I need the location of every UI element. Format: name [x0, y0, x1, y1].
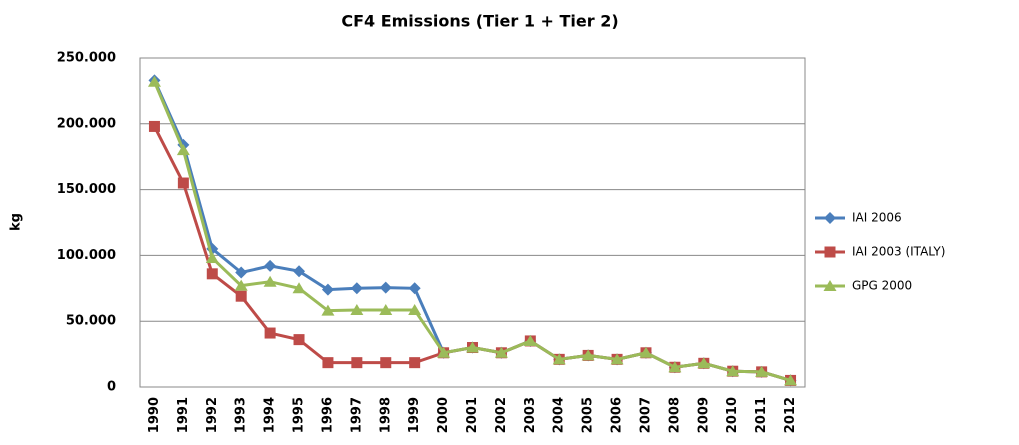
point: [552, 353, 566, 365]
point: [293, 265, 306, 278]
point: [726, 365, 740, 377]
x-tick-label: 2006: [610, 397, 625, 433]
point: [610, 353, 624, 365]
legend-label: GPG 2000: [852, 279, 912, 293]
point: [264, 259, 277, 272]
point: [668, 361, 682, 373]
x-tick-label: 1996: [320, 397, 335, 433]
point: [321, 283, 334, 296]
x-tick-label: 1999: [407, 397, 422, 433]
point: [581, 349, 595, 361]
legend-label: IAI 2006: [852, 211, 902, 225]
point: [206, 268, 218, 280]
x-tick-label: 2005: [581, 397, 596, 433]
point: [380, 357, 392, 369]
point: [293, 334, 305, 346]
x-tick-label: 2004: [552, 397, 567, 433]
y-tick-label: 0: [107, 380, 116, 395]
point: [523, 334, 537, 346]
legend-label: IAI 2003 (ITALY): [852, 245, 945, 259]
x-tick-label: 2010: [725, 397, 740, 433]
y-tick-label: 150.000: [57, 182, 116, 197]
point: [494, 346, 508, 358]
point: [823, 280, 837, 291]
x-tick-label: 2011: [754, 397, 769, 433]
point: [408, 304, 422, 316]
point: [379, 281, 392, 294]
point: [263, 275, 277, 287]
point: [148, 120, 160, 132]
y-tick-label: 50.000: [66, 314, 116, 329]
point: [824, 246, 836, 258]
y-axis-title: kg: [9, 213, 24, 231]
x-tick-label: 1992: [205, 397, 220, 433]
point: [409, 357, 421, 369]
point: [466, 341, 479, 353]
x-tick-label: 1994: [263, 397, 278, 433]
x-tick-label: 1995: [292, 397, 307, 433]
point: [351, 357, 363, 369]
point: [147, 75, 161, 87]
point: [639, 346, 653, 358]
x-tick-label: 2001: [465, 397, 480, 433]
x-tick-label: 2009: [696, 397, 711, 433]
point: [235, 266, 248, 279]
point: [177, 177, 189, 189]
x-tick-label: 1991: [176, 397, 191, 433]
plot-border: [139, 57, 806, 388]
point: [205, 252, 219, 264]
point: [408, 282, 421, 295]
point: [379, 304, 393, 316]
x-tick-label: 2002: [494, 397, 509, 433]
x-tick-label: 1990: [147, 397, 162, 433]
point: [292, 282, 306, 294]
x-tick-label: 2003: [523, 397, 538, 433]
point: [350, 282, 363, 295]
chart-title: CF4 Emissions (Tier 1 + Tier 2): [341, 12, 618, 31]
point: [697, 357, 711, 369]
point: [235, 290, 247, 302]
point: [322, 357, 334, 369]
point: [321, 304, 335, 316]
point: [264, 327, 276, 339]
x-tick-label: 2007: [638, 397, 653, 433]
point: [234, 279, 248, 291]
point: [176, 144, 190, 156]
point: [784, 374, 798, 386]
series-line: [153, 79, 791, 382]
x-tick-label: 1993: [234, 397, 249, 433]
y-tick-label: 250.000: [57, 51, 116, 66]
x-tick-label: 1997: [349, 397, 364, 433]
point: [755, 365, 769, 377]
point: [437, 346, 451, 358]
x-tick-label: 2000: [436, 397, 451, 433]
point: [824, 212, 836, 224]
x-tick-label: 2012: [783, 397, 798, 433]
x-tick-label: 1998: [378, 397, 393, 433]
x-tick-label: 2008: [667, 397, 682, 433]
y-tick-label: 100.000: [57, 248, 116, 263]
series-line: [153, 81, 791, 382]
y-tick-label: 200.000: [57, 116, 116, 131]
point: [350, 304, 364, 316]
